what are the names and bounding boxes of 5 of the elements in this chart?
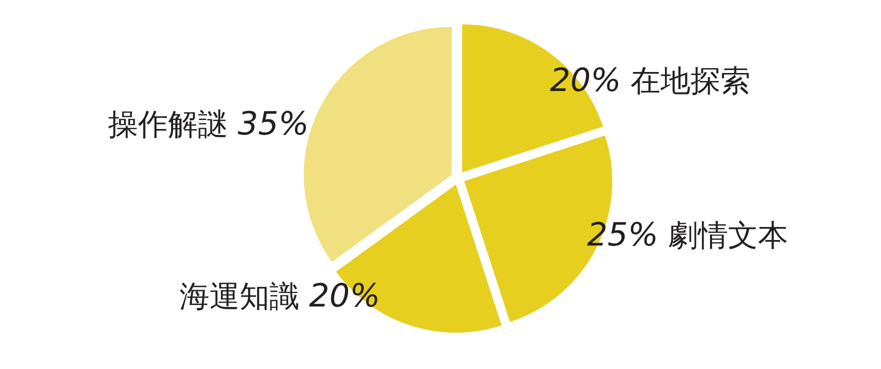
slice-label: 劇情文本 bbox=[668, 218, 788, 254]
data-label: 35% bbox=[238, 104, 309, 142]
slice-label: 操作解謎 bbox=[108, 107, 228, 142]
slice-label: 海運知識 bbox=[179, 279, 300, 314]
slice-label: 在地探索 bbox=[630, 64, 751, 99]
